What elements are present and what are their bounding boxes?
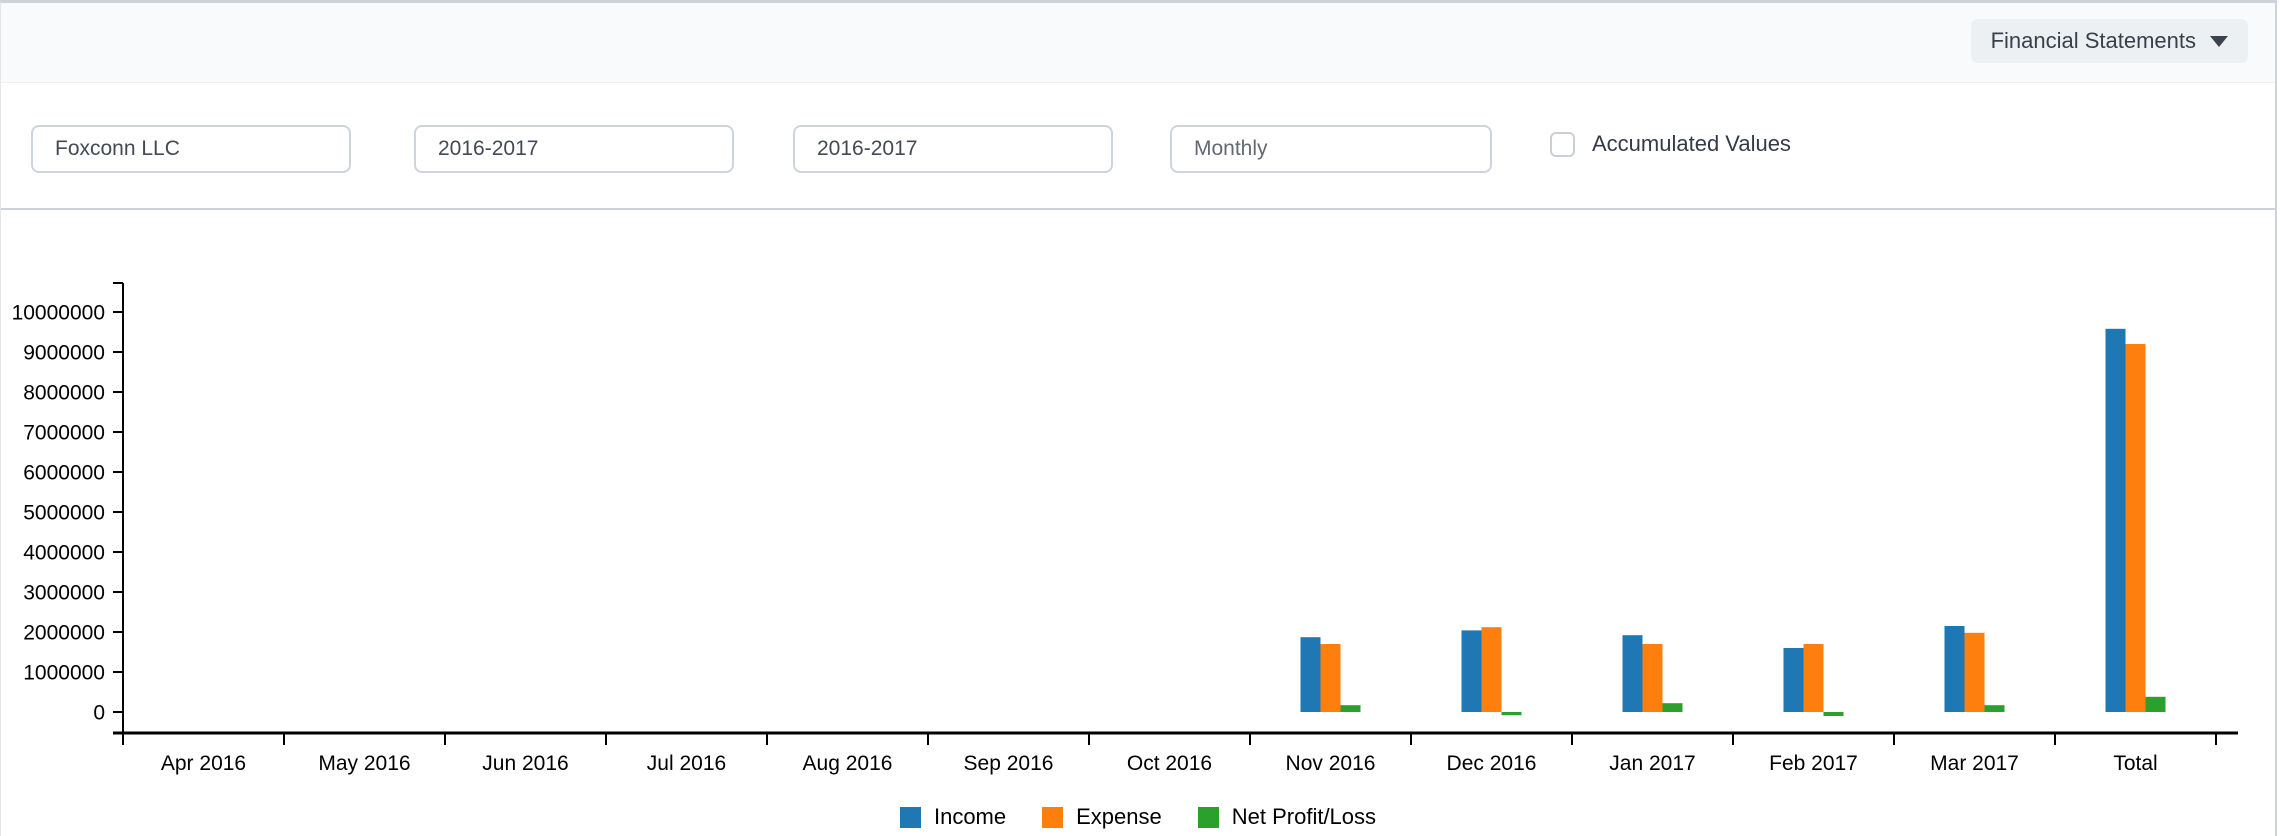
bar-income-jan-2017[interactable] <box>1622 635 1643 712</box>
legend-swatch <box>1042 806 1064 828</box>
bar-net-profit-loss-mar-2017[interactable] <box>1984 705 2005 712</box>
y-tick-label: 10000000 <box>12 302 105 325</box>
x-category-label: Sep 2016 <box>964 752 1054 775</box>
chart-panel: 0 1000000 2000000 3000000 4000000 5000000 6000… <box>1 210 2275 833</box>
bar-net-profit-loss-jan-2017[interactable] <box>1662 703 1683 712</box>
x-category-label: May 2016 <box>318 752 410 775</box>
profit-loss-chart: 0 1000000 2000000 3000000 4000000 5000000 6000… <box>12 282 2238 775</box>
bar-income-nov-2016[interactable] <box>1300 637 1321 712</box>
bar-net-profit-loss-dec-2016[interactable] <box>1501 712 1522 716</box>
x-category-label: Oct 2016 <box>1127 752 1212 775</box>
bar-income-total[interactable] <box>2105 328 2126 712</box>
bar-net-profit-loss-nov-2016[interactable] <box>1340 705 1361 712</box>
y-tick-label: 7000000 <box>23 422 105 445</box>
bar-net-profit-loss-total[interactable] <box>2145 696 2166 712</box>
y-tick-label: 1000000 <box>23 662 105 685</box>
legend-label: Income <box>933 804 1007 829</box>
legend-item-expense[interactable]: Expense <box>1042 804 1162 830</box>
financial-statements-button[interactable]: Financial Statements <box>1970 19 2248 63</box>
legend-label: Expense <box>1076 804 1162 829</box>
x-category-label: Feb 2017 <box>1769 752 1858 775</box>
bar-net-profit-loss-feb-2017[interactable] <box>1823 712 1844 716</box>
financial-statements-button-label: Financial Statements <box>1990 28 2196 53</box>
bar-expense-mar-2017[interactable] <box>1964 632 1985 712</box>
y-tick-label: 3000000 <box>23 582 105 605</box>
y-tick-label: 2000000 <box>23 622 105 645</box>
legend-label: Net Profit/Loss <box>1231 804 1377 829</box>
x-category-label: Mar 2017 <box>1930 752 2019 775</box>
legend-item-income[interactable]: Income <box>899 804 1007 830</box>
chart-legend: Income Expense Net Profit/Loss <box>1 801 2275 833</box>
topbar: Financial Statements <box>1 3 2275 83</box>
y-tick-label: 0 <box>93 702 105 725</box>
y-tick-label: 5000000 <box>23 502 105 525</box>
periodicity-input[interactable] <box>1170 125 1492 173</box>
caret-down-icon <box>2210 35 2228 47</box>
x-category-label: Jan 2017 <box>1609 752 1695 775</box>
legend-swatch <box>899 806 921 828</box>
bar-expense-jan-2017[interactable] <box>1642 644 1663 712</box>
company-input[interactable] <box>31 125 351 173</box>
bar-expense-total[interactable] <box>2125 344 2146 712</box>
bar-expense-feb-2017[interactable] <box>1803 644 1824 712</box>
x-category-label: Total <box>2113 752 2157 775</box>
bar-expense-dec-2016[interactable] <box>1481 627 1502 712</box>
x-category-label: Apr 2016 <box>161 752 246 775</box>
fiscal-year-from-input[interactable] <box>414 125 734 173</box>
fiscal-year-to-input[interactable] <box>793 125 1113 173</box>
y-tick-label: 4000000 <box>23 542 105 565</box>
accumulated-values-label: Accumulated Values <box>1592 131 1791 156</box>
legend-swatch <box>1197 806 1219 828</box>
filters-bar: Accumulated Values <box>1 83 2275 210</box>
bar-income-feb-2017[interactable] <box>1783 648 1804 712</box>
accumulated-values-checkbox[interactable] <box>1550 131 1575 157</box>
x-category-label: Aug 2016 <box>803 752 893 775</box>
bar-income-dec-2016[interactable] <box>1461 630 1482 712</box>
x-category-label: Jul 2016 <box>647 752 726 775</box>
legend-item-net-profit-loss[interactable]: Net Profit/Loss <box>1197 804 1377 830</box>
x-category-label: Jun 2016 <box>482 752 568 775</box>
y-tick-label: 8000000 <box>23 382 105 405</box>
y-tick-label: 9000000 <box>23 342 105 365</box>
x-category-label: Nov 2016 <box>1286 752 1376 775</box>
x-category-label: Dec 2016 <box>1447 752 1537 775</box>
accumulated-values-field: Accumulated Values <box>1550 131 1791 157</box>
y-tick-label: 6000000 <box>23 462 105 485</box>
bar-income-mar-2017[interactable] <box>1944 626 1965 712</box>
bar-expense-nov-2016[interactable] <box>1320 644 1341 712</box>
